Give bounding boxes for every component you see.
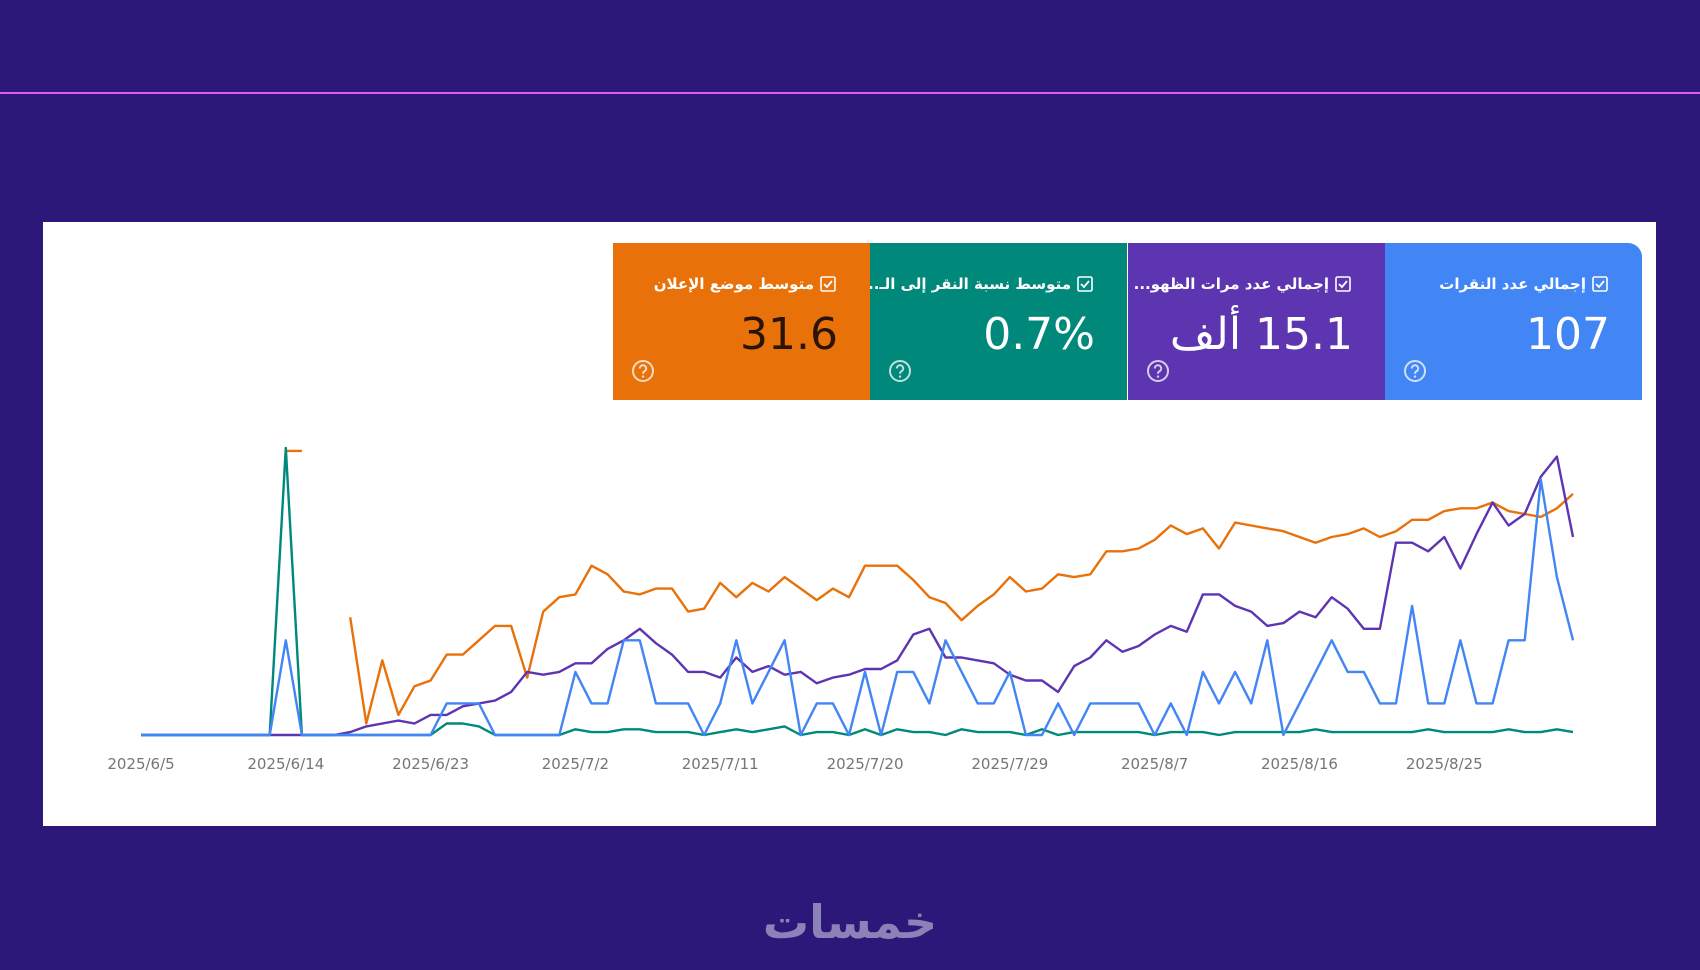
- x-tick-label: 2025/8/7: [1121, 755, 1188, 773]
- scorecard-label: متوسط موضع الإعلان: [654, 275, 836, 293]
- x-tick-label: 2025/6/23: [392, 755, 469, 773]
- scorecard-value: 31.6: [740, 309, 838, 360]
- scorecard-label: متوسط نسبة النقر إلى الـ...: [862, 275, 1093, 293]
- scorecard-value: 107: [1526, 309, 1610, 360]
- x-tick-label: 2025/7/11: [682, 755, 759, 773]
- scorecard[interactable]: إجمالي عدد النقرات 107: [1385, 243, 1642, 400]
- scorecard[interactable]: متوسط نسبة النقر إلى الـ... 0.7%: [862, 243, 1127, 400]
- series-line: [285, 449, 1574, 725]
- help-icon[interactable]: [631, 359, 655, 383]
- scorecard[interactable]: متوسط موضع الإعلان 31.6: [613, 243, 870, 400]
- scorecard-value: 0.7%: [983, 309, 1095, 360]
- help-icon[interactable]: [1403, 359, 1427, 383]
- series-name: إجمالي عدد النقرات: [1439, 275, 1586, 293]
- checkbox[interactable]: [820, 276, 836, 292]
- series-name: متوسط نسبة النقر إلى الـ...: [862, 275, 1071, 293]
- help-icon[interactable]: [1146, 359, 1170, 383]
- brand-logo: خمسات: [762, 895, 938, 949]
- series-line: [141, 455, 1575, 737]
- x-tick-label: 2025/7/29: [971, 755, 1048, 773]
- series-name: إجمالي عدد مرات الظهو...: [1133, 275, 1329, 293]
- help-icon[interactable]: [888, 359, 912, 383]
- x-tick-label: 2025/7/2: [542, 755, 609, 773]
- divider: [0, 92, 1700, 94]
- x-tick-label: 2025/6/14: [247, 755, 324, 773]
- scorecard-value: 15.1 ألف: [1169, 309, 1353, 360]
- x-tick-label: 2025/8/16: [1261, 755, 1338, 773]
- scorecard-label: إجمالي عدد النقرات: [1439, 275, 1608, 293]
- scorecard[interactable]: إجمالي عدد مرات الظهو... 15.1 ألف: [1128, 243, 1385, 400]
- x-tick-label: 2025/7/20: [827, 755, 904, 773]
- series-line: [141, 446, 1574, 737]
- x-tick-label: 2025/8/25: [1406, 755, 1483, 773]
- x-tick-label: 2025/6/5: [107, 755, 174, 773]
- scorecard-label: إجمالي عدد مرات الظهو...: [1134, 275, 1351, 293]
- checkbox[interactable]: [1077, 276, 1093, 292]
- checkbox[interactable]: [1335, 276, 1351, 292]
- checkbox[interactable]: [1592, 276, 1608, 292]
- series-line: [141, 478, 1575, 737]
- series-name: متوسط موضع الإعلان: [653, 275, 814, 293]
